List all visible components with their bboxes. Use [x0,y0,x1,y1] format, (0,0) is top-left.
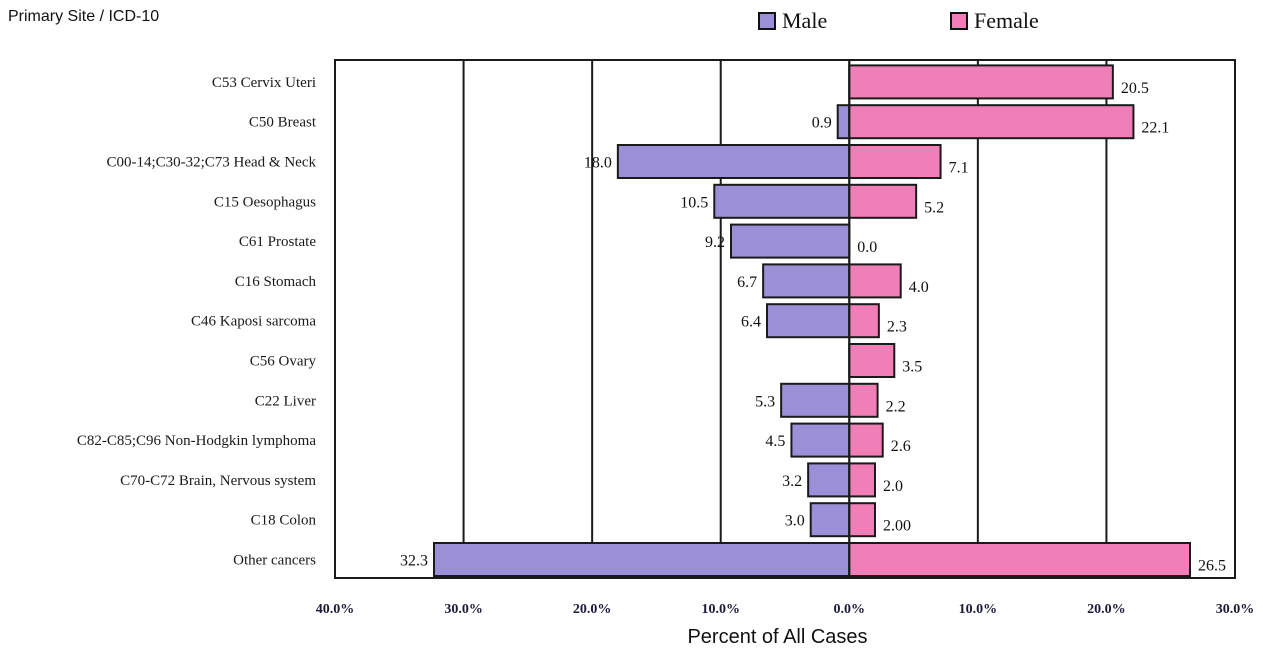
legend-female: Female [950,8,1039,34]
category-label: C56 Ovary [250,354,317,370]
male-bar [790,422,851,458]
category-label: C22 Liver [255,393,316,409]
male-bar [713,183,851,219]
male-bar [762,263,851,299]
x-tick-label: 40.0% [316,602,355,617]
male-value-label: 32.3 [400,553,428,570]
category-label: C50 Breast [249,115,317,131]
category-label: C15 Oesophagus [214,194,316,210]
female-bar [848,382,879,418]
female-value-label: 2.2 [886,398,906,415]
male-bar [730,223,851,259]
category-label: C61 Prostate [239,234,316,250]
female-value-label: 7.1 [949,160,969,177]
category-label: C16 Stomach [235,274,317,290]
female-bar [848,462,876,498]
male-value-label: 10.5 [680,194,708,211]
male-value-label: 6.7 [737,274,757,291]
legend-male-swatch [758,12,776,30]
x-tick-label: 0.0% [834,602,866,617]
category-label: C18 Colon [251,513,317,529]
female-bar [848,343,896,378]
female-value-label: 3.5 [902,359,922,376]
female-value-label: 2.0 [883,478,903,495]
legend-female-swatch [950,12,968,30]
category-label: C70-C72 Brain, Nervous system [120,473,316,489]
category-label: C82-C85;C96 Non-Hodgkin lymphoma [77,433,317,449]
x-tick-label: 30.0% [1216,602,1255,617]
x-tick-label: 20.0% [573,602,612,617]
male-value-label: 9.2 [705,234,725,251]
male-bar [836,104,851,140]
category-label: Other cancers [233,553,316,569]
male-bar [616,144,851,179]
female-bar [848,422,884,458]
male-value-label: 5.3 [755,393,775,410]
female-value-label: 2.00 [883,518,911,535]
female-bar [848,104,1135,140]
female-value-label: 2.6 [891,438,911,455]
x-tick-label: 10.0% [959,602,998,617]
chart-title: Primary Site / ICD-10 [8,8,160,25]
x-axis-label: Percent of All Cases [687,626,868,648]
female-bar [848,263,902,299]
male-bar [433,542,851,577]
female-bar [848,64,1114,100]
female-value-label: 5.2 [924,199,944,216]
x-tick-label: 20.0% [1087,602,1126,617]
male-value-label: 4.5 [765,433,785,450]
male-value-label: 3.2 [782,473,802,490]
male-bar [780,382,851,418]
category-label: C46 Kaposi sarcoma [191,314,316,330]
female-value-label: 20.5 [1121,80,1149,97]
x-tick-label: 10.0% [701,602,740,617]
male-value-label: 0.9 [812,115,832,132]
male-bar [766,303,851,339]
x-tick-label: 30.0% [444,602,483,617]
category-label: C00-14;C30-32;C73 Head & Neck [106,155,316,171]
male-bar [807,462,851,498]
legend-male-label: Male [782,8,828,33]
female-bar [848,502,876,538]
legend-male: Male [758,8,827,34]
female-value-label: 26.5 [1198,558,1226,575]
male-bar [809,502,851,538]
legend-female-label: Female [974,8,1039,33]
category-label: C53 Cervix Uteri [212,75,316,91]
female-value-label: 0.0 [857,239,877,256]
female-bar [848,183,918,219]
female-bar [848,542,1191,577]
male-value-label: 3.0 [785,513,805,530]
female-bar [848,303,880,339]
male-value-label: 6.4 [741,314,761,331]
male-value-label: 18.0 [584,155,612,172]
female-value-label: 4.0 [909,279,929,296]
female-value-label: 2.3 [887,319,907,336]
female-bar [848,144,942,179]
female-value-label: 22.1 [1141,120,1169,137]
